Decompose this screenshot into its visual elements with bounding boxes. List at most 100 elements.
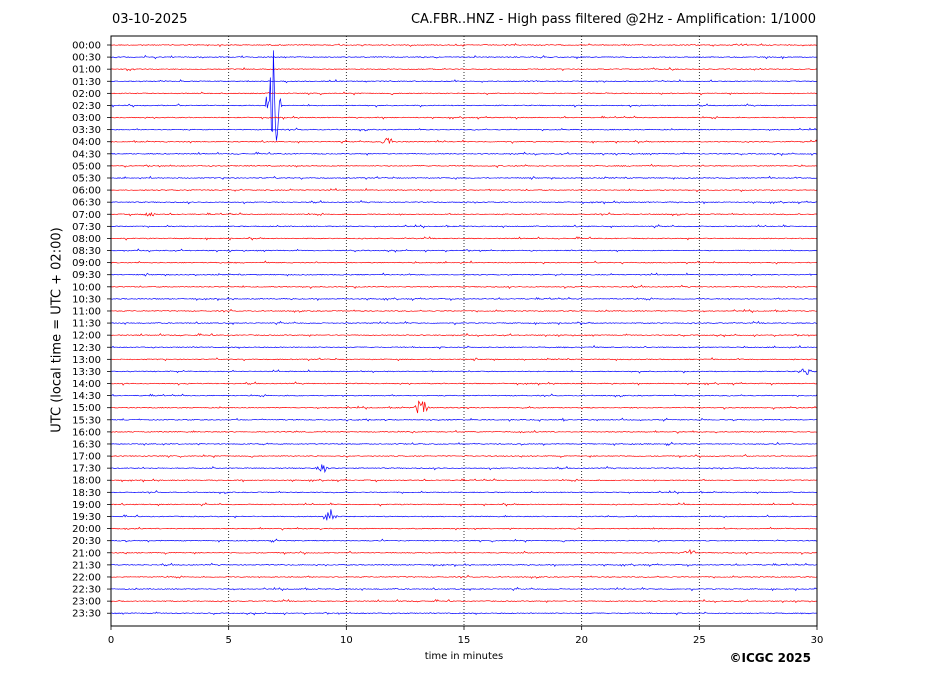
chart-title: CA.FBR..HNZ - High pass filtered @2Hz - … <box>410 12 816 27</box>
row-label: 06:00 <box>72 186 101 197</box>
row-label: 06:30 <box>72 198 101 209</box>
trace-1530 <box>110 417 818 422</box>
row-label: 18:30 <box>72 488 101 499</box>
trace-1930 <box>110 509 818 521</box>
trace-0330 <box>110 127 818 132</box>
trace-1000 <box>110 284 818 290</box>
row-label: 20:30 <box>72 536 101 547</box>
row-label: 17:00 <box>72 452 101 463</box>
row-label: 14:30 <box>72 391 101 402</box>
trace-0230 <box>110 50 818 141</box>
x-tick-label: 30 <box>811 635 824 646</box>
trace-2330 <box>110 611 818 616</box>
trace-1130 <box>110 320 818 326</box>
trace-0400 <box>110 137 818 145</box>
trace-1800 <box>110 478 818 483</box>
trace-1730 <box>110 464 818 474</box>
x-tick-label: 20 <box>575 635 588 646</box>
trace-0100 <box>110 67 818 72</box>
x-tick-label: 0 <box>108 635 114 646</box>
trace-1230 <box>110 345 818 350</box>
trace-2300 <box>110 598 818 604</box>
x-tick-label: 15 <box>458 635 471 646</box>
row-label: 15:30 <box>72 415 101 426</box>
trace-1330 <box>110 368 818 375</box>
row-label: 18:00 <box>72 476 101 487</box>
trace-0500 <box>110 163 818 169</box>
row-label: 09:30 <box>72 270 101 281</box>
trace-0300 <box>110 115 818 120</box>
x-axis-label: time in minutes <box>424 651 504 662</box>
trace-0900 <box>110 260 818 266</box>
row-label: 23:00 <box>72 597 101 608</box>
trace-2230 <box>110 586 817 592</box>
row-label: 22:00 <box>72 572 101 583</box>
trace-0800 <box>110 236 818 241</box>
row-label: 02:00 <box>72 89 101 100</box>
row-label: 21:00 <box>72 548 101 559</box>
row-label: 00:30 <box>72 53 101 64</box>
row-label: 19:30 <box>72 512 101 523</box>
trace-1900 <box>110 502 818 507</box>
trace-0630 <box>110 200 818 205</box>
trace-0730 <box>110 224 818 229</box>
row-label: 03:00 <box>72 113 101 124</box>
row-label: 01:00 <box>72 65 101 76</box>
row-label: 10:00 <box>72 282 101 293</box>
date-label: 03-10-2025 <box>112 12 188 27</box>
row-label: 19:00 <box>72 500 101 511</box>
trace-0130 <box>110 79 818 84</box>
row-label: 16:00 <box>72 427 101 438</box>
trace-0000 <box>110 43 817 48</box>
trace-2000 <box>110 526 818 531</box>
trace-1830 <box>110 490 818 495</box>
row-label: 07:30 <box>72 222 101 233</box>
trace-1630 <box>110 441 818 447</box>
row-label: 13:30 <box>72 367 101 378</box>
trace-1600 <box>110 429 818 434</box>
row-label: 08:00 <box>72 234 101 245</box>
trace-1700 <box>110 453 818 459</box>
trace-0700 <box>110 211 818 217</box>
row-label: 08:30 <box>72 246 101 257</box>
trace-2200 <box>110 574 818 579</box>
row-label: 11:00 <box>72 306 101 317</box>
row-label: 05:30 <box>72 173 101 184</box>
row-label: 00:00 <box>72 41 101 52</box>
row-label: 20:00 <box>72 524 101 535</box>
trace-0200 <box>110 91 818 96</box>
row-label: 04:00 <box>72 137 101 148</box>
y-axis-label: UTC (local time = UTC + 02:00) <box>49 227 65 433</box>
copyright-label: ©ICGC 2025 <box>729 651 811 665</box>
row-label: 14:00 <box>72 379 101 390</box>
trace-1300 <box>110 357 818 362</box>
trace-1430 <box>110 393 818 398</box>
row-label: 15:00 <box>72 403 101 414</box>
trace-1030 <box>110 296 818 302</box>
row-label: 22:30 <box>72 585 101 596</box>
row-label: 11:30 <box>72 319 101 330</box>
trace-1500 <box>110 400 818 414</box>
trace-1400 <box>110 381 818 386</box>
row-label: 04:30 <box>72 149 101 160</box>
row-label: 21:30 <box>72 560 101 571</box>
row-label: 01:30 <box>72 77 101 88</box>
row-label: 10:30 <box>72 294 101 305</box>
trace-2130 <box>110 562 818 568</box>
row-label: 12:00 <box>72 331 101 342</box>
trace-2030 <box>110 538 818 543</box>
trace-0430 <box>110 151 818 157</box>
trace-0830 <box>110 248 818 253</box>
trace-0600 <box>110 187 818 193</box>
row-label: 17:30 <box>72 464 101 475</box>
trace-0530 <box>110 175 818 180</box>
x-tick-label: 25 <box>693 635 706 646</box>
trace-1200 <box>110 333 818 338</box>
row-label: 23:30 <box>72 609 101 620</box>
row-label: 09:00 <box>72 258 101 269</box>
row-label: 07:00 <box>72 210 101 221</box>
trace-0930 <box>110 272 818 277</box>
trace-2100 <box>110 548 818 556</box>
x-tick-label: 10 <box>340 635 353 646</box>
